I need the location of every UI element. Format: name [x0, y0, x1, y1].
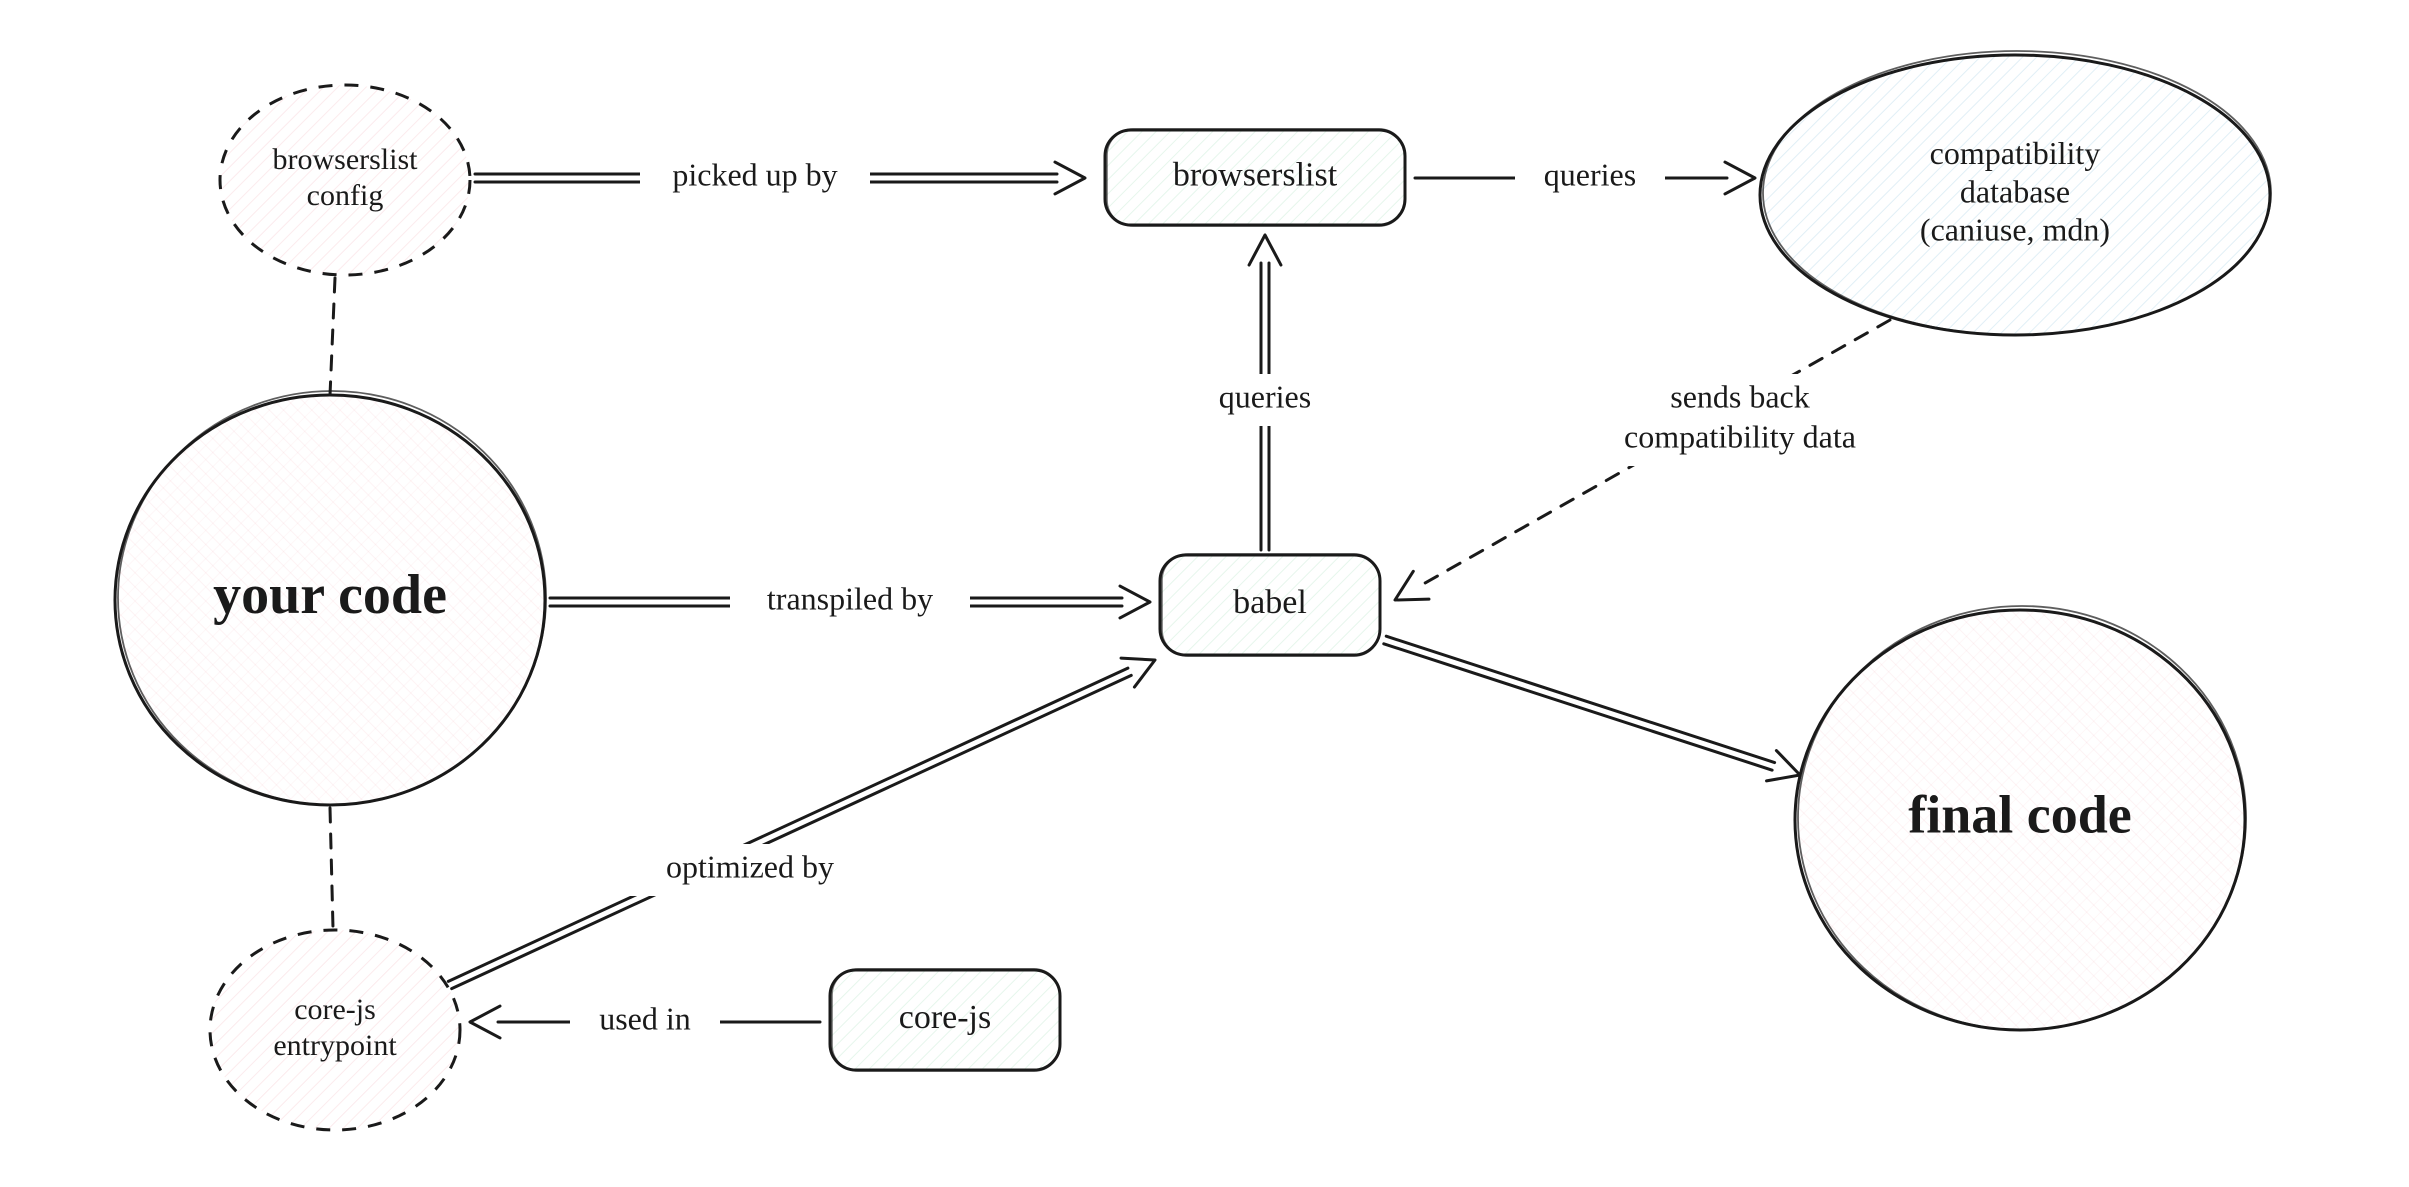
node-browserslist: browserslist	[1105, 129, 1405, 226]
node-label: entrypoint	[273, 1029, 397, 1062]
node-babel: babel	[1160, 554, 1380, 656]
node-label: your code	[213, 564, 447, 626]
edge-label: sends back	[1670, 378, 1810, 414]
node-label: (caniuse, mdn)	[1920, 212, 2110, 248]
node-label: browserslist	[1173, 156, 1338, 193]
node-label: browserslist	[273, 143, 419, 176]
node-your_code: your code	[115, 391, 546, 805]
edge-label: used in	[599, 1000, 691, 1036]
node-corejs_entry: core-jsentrypoint	[210, 930, 460, 1130]
edge-label: queries	[1219, 378, 1311, 414]
edge-label: compatibility data	[1624, 418, 1856, 454]
edge-label: queries	[1544, 156, 1636, 192]
node-corejs: core-js	[830, 969, 1060, 1071]
node-browserslist_config: browserslistconfig	[220, 85, 470, 275]
edge-label: transpiled by	[767, 580, 933, 616]
node-label: config	[307, 179, 384, 212]
node-label: compatibility	[1930, 135, 2101, 171]
node-label: babel	[1233, 584, 1307, 621]
edge-label: optimized by	[666, 848, 834, 884]
node-final_code: final code	[1795, 606, 2246, 1030]
node-label: final code	[1908, 784, 2132, 844]
edge-label: picked up by	[672, 156, 837, 192]
node-label: database	[1960, 173, 2070, 209]
node-label: core-js	[294, 993, 376, 1026]
node-label: core-js	[899, 999, 992, 1036]
